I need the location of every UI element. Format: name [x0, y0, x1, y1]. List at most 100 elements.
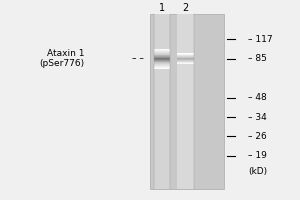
Bar: [178, 23, 194, 24]
Bar: [154, 171, 170, 172]
Bar: [154, 127, 170, 128]
Bar: [178, 138, 194, 139]
Bar: [178, 25, 194, 26]
Bar: [178, 159, 194, 160]
Bar: [154, 92, 170, 93]
Bar: [178, 28, 194, 29]
Bar: [178, 45, 194, 46]
Bar: [154, 40, 170, 41]
Bar: [178, 162, 194, 163]
Bar: [178, 48, 194, 49]
Bar: [154, 82, 170, 83]
Bar: [154, 95, 170, 96]
Bar: [178, 74, 194, 75]
Bar: [154, 16, 170, 17]
Bar: [178, 163, 194, 164]
Bar: [154, 91, 170, 92]
Bar: [178, 93, 194, 94]
Bar: [154, 109, 170, 110]
Bar: [178, 41, 194, 42]
Bar: [178, 43, 194, 44]
Bar: [178, 59, 194, 60]
Bar: [154, 93, 170, 94]
Bar: [154, 134, 170, 135]
Bar: [178, 47, 194, 48]
Bar: [178, 165, 194, 166]
Bar: [178, 150, 194, 151]
Bar: [154, 144, 170, 145]
Bar: [178, 40, 194, 41]
Bar: [178, 62, 194, 63]
Bar: [178, 98, 194, 99]
Bar: [154, 39, 170, 40]
Bar: [178, 66, 194, 67]
Bar: [154, 154, 170, 155]
Bar: [154, 72, 170, 73]
Bar: [154, 18, 170, 19]
Bar: [178, 37, 194, 38]
Bar: [154, 88, 170, 89]
Bar: [154, 131, 170, 132]
Bar: [154, 68, 170, 69]
Bar: [178, 44, 194, 45]
Bar: [154, 69, 170, 70]
Bar: [178, 32, 194, 33]
Bar: [154, 104, 170, 105]
Bar: [154, 58, 170, 59]
Bar: [178, 187, 194, 188]
Bar: [154, 147, 170, 148]
Bar: [178, 63, 194, 64]
Bar: [178, 107, 194, 108]
Bar: [154, 71, 170, 72]
Bar: [178, 95, 194, 96]
Bar: [154, 175, 170, 176]
Bar: [178, 167, 194, 168]
Bar: [154, 84, 170, 85]
Bar: [178, 57, 194, 58]
Bar: [178, 94, 194, 95]
Bar: [178, 64, 194, 65]
Bar: [154, 27, 170, 28]
Bar: [154, 176, 170, 177]
Bar: [178, 100, 194, 101]
Bar: [178, 39, 194, 40]
Bar: [154, 162, 170, 163]
Bar: [178, 27, 194, 28]
Bar: [154, 38, 170, 39]
Bar: [154, 56, 170, 57]
Bar: [178, 129, 194, 130]
Bar: [178, 109, 194, 110]
Bar: [178, 125, 194, 126]
Bar: [178, 70, 194, 71]
Bar: [178, 61, 194, 62]
Bar: [178, 30, 194, 31]
Text: – 48: – 48: [248, 93, 267, 102]
Bar: [178, 173, 194, 174]
Bar: [154, 120, 170, 121]
Bar: [154, 101, 170, 102]
Text: 2: 2: [182, 3, 189, 13]
Bar: [178, 96, 194, 97]
Bar: [178, 15, 194, 16]
Bar: [178, 104, 194, 105]
Bar: [154, 50, 170, 51]
Bar: [178, 183, 194, 184]
Bar: [178, 148, 194, 149]
Bar: [178, 114, 194, 115]
Bar: [154, 75, 170, 76]
Bar: [154, 135, 170, 136]
Bar: [154, 29, 170, 30]
Bar: [178, 101, 194, 102]
Bar: [178, 188, 194, 189]
Bar: [154, 148, 170, 149]
Bar: [178, 89, 194, 90]
Bar: [178, 84, 194, 85]
Bar: [178, 181, 194, 182]
Bar: [154, 49, 170, 50]
Bar: [178, 147, 194, 148]
Bar: [178, 164, 194, 165]
Bar: [178, 161, 194, 162]
Bar: [154, 112, 170, 113]
Bar: [178, 145, 194, 146]
Bar: [154, 155, 170, 156]
